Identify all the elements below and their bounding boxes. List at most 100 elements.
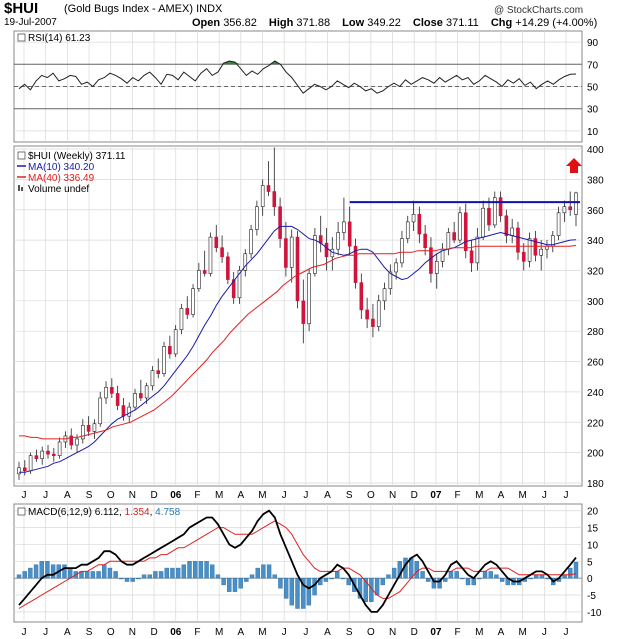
candle-body xyxy=(197,270,201,289)
macd-histogram-bar xyxy=(175,567,181,579)
candle-body xyxy=(365,309,369,320)
candle-body xyxy=(255,206,259,230)
candle-body xyxy=(81,424,85,440)
x-axis-label: 06 xyxy=(170,627,182,638)
macd-histogram-bar xyxy=(306,577,312,606)
candle-body xyxy=(115,393,120,406)
macd-legend-macd: 6.112 xyxy=(95,507,120,518)
macd-histogram-bar xyxy=(192,561,198,579)
candle-body xyxy=(498,197,503,217)
candle-body xyxy=(516,227,520,253)
candle-body xyxy=(266,185,271,192)
macd-histogram-bar xyxy=(534,574,539,579)
ma10-legend-text: MA(10) 340.20 xyxy=(28,162,95,173)
macd-histogram-bar xyxy=(147,574,152,579)
candle-body xyxy=(139,393,143,399)
candle-body xyxy=(57,441,62,456)
macd-histogram-bar xyxy=(448,571,454,579)
macd-histogram-bar xyxy=(85,571,90,579)
macd-histogram-bar xyxy=(465,577,471,586)
rsi-tick-label: 30 xyxy=(587,105,599,116)
x-axis-label: D xyxy=(150,490,157,501)
candle-body xyxy=(388,271,393,289)
macd-histogram-bar xyxy=(539,574,545,579)
candle-body xyxy=(150,370,155,387)
price-tick-label: 280 xyxy=(587,327,604,338)
price-legend-text: $HUI (Weekly) 371.11 xyxy=(28,151,126,162)
candle-body xyxy=(562,206,567,214)
price-tick-label: 240 xyxy=(587,388,604,399)
x-axis-label: J xyxy=(43,490,48,501)
macd-histogram-bar xyxy=(130,577,135,582)
x-axis-label: S xyxy=(346,627,353,638)
candle-body xyxy=(521,251,526,262)
macd-histogram-bar xyxy=(204,561,209,579)
macd-histogram-bar xyxy=(198,561,204,579)
x-axis-label: N xyxy=(129,627,136,638)
x-axis-label: J xyxy=(564,490,569,501)
candle-body xyxy=(353,245,358,283)
macd-histogram-bar xyxy=(272,574,277,579)
macd-histogram-bar xyxy=(460,577,465,580)
candle-body xyxy=(289,236,294,268)
x-axis-label: J xyxy=(43,627,48,638)
macd-histogram-bar xyxy=(244,577,249,582)
price-plot xyxy=(17,147,580,480)
index-name: (Gold Bugs Index - AMEX) xyxy=(64,3,193,15)
x-axis-label: J xyxy=(303,490,308,501)
price-tick-label: 380 xyxy=(587,175,604,186)
macd-histogram-bar xyxy=(346,577,351,586)
x-axis-label: F xyxy=(194,627,200,638)
x-axis-label: 07 xyxy=(430,627,442,638)
macd-legend-label: MACD(6,12,9) xyxy=(28,507,92,518)
macd-histogram-bar xyxy=(488,571,493,579)
macd-histogram-bar xyxy=(221,577,226,586)
candle-body xyxy=(23,467,27,472)
macd-tick-label: 0 xyxy=(587,574,593,585)
candle-body xyxy=(527,238,532,262)
high-label: High xyxy=(268,17,294,29)
macd-histogram-bar xyxy=(357,577,363,599)
macd-tick-label: 5 xyxy=(587,557,593,568)
price-tick-label: 300 xyxy=(587,297,604,308)
candle-body xyxy=(34,455,39,459)
x-axis-label: A xyxy=(237,490,244,501)
macd-histogram-bar xyxy=(238,577,243,589)
macd-legend: MACD(6,12,9) 6.112, 1.354, 4.758 xyxy=(17,507,181,518)
macd-histogram-bar xyxy=(255,567,260,579)
macd-legend-text: MACD(6,12,9) 6.112, 1.354, 4.758 xyxy=(28,507,181,518)
macd-tick-label: 15 xyxy=(587,524,599,535)
x-axis-label: D xyxy=(411,627,418,638)
candle-body xyxy=(487,207,491,226)
x-axis-label: O xyxy=(107,627,115,638)
x-axis-label: M xyxy=(215,490,223,501)
macd-histogram-bar xyxy=(210,564,215,579)
macd-histogram-bar xyxy=(499,577,505,582)
macd-histogram-bar xyxy=(295,577,300,609)
candle-body xyxy=(376,300,381,327)
macd-histogram-bar xyxy=(187,561,192,579)
candle-body xyxy=(463,212,468,252)
candle-body xyxy=(98,397,103,425)
x-axis-label: O xyxy=(367,627,375,638)
rsi-legend-swatch xyxy=(17,33,26,42)
x-axis-label: D xyxy=(411,490,418,501)
candle-body xyxy=(168,346,172,355)
x-axis-label: J xyxy=(22,627,27,638)
macd-histogram-bar xyxy=(215,574,221,579)
macd-histogram-bar xyxy=(67,567,73,579)
x-axis-label: J xyxy=(564,627,569,638)
macd-histogram-bar xyxy=(227,577,232,592)
macd-histogram-bar xyxy=(340,577,346,580)
macd-histogram-bar xyxy=(50,564,56,579)
macd-histogram-bar xyxy=(96,571,101,579)
x-axis-label: A xyxy=(64,490,71,501)
candle-body xyxy=(539,248,543,256)
candle-body xyxy=(75,438,79,446)
macd-histogram-bar xyxy=(266,564,272,579)
macd-histogram-bar xyxy=(380,577,385,586)
x-axis-label: A xyxy=(498,490,505,501)
candle-body xyxy=(162,346,166,374)
x-axis-label: N xyxy=(129,490,136,501)
x-axis-label: A xyxy=(237,627,244,638)
